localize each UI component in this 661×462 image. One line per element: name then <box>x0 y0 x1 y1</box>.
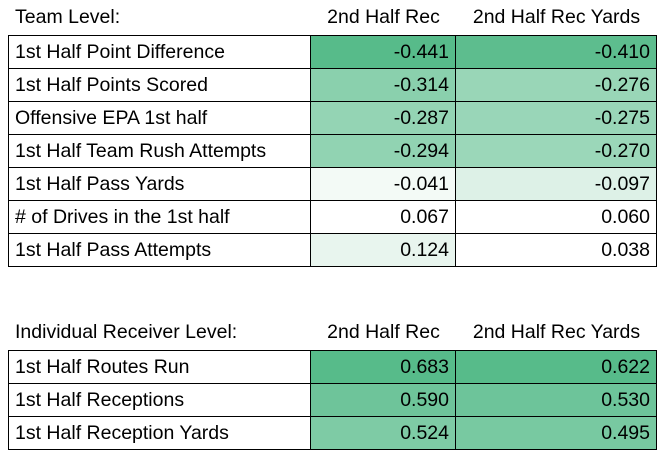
table-row: 1st Half Reception Yards 0.524 0.495 <box>8 416 657 450</box>
cell-2nd-half-rec: 0.124 <box>310 233 456 267</box>
row-label: 1st Half Routes Run <box>8 350 311 384</box>
team-level-table: 1st Half Point Difference -0.441 -0.410 1st… <box>8 35 657 267</box>
cell-2nd-half-rec: 0.524 <box>310 416 456 450</box>
cell-2nd-half-rec-yards: 0.038 <box>455 233 657 267</box>
cell-2nd-half-rec: 0.683 <box>310 350 456 384</box>
cell-2nd-half-rec: -0.294 <box>310 134 456 168</box>
row-label: 1st Half Receptions <box>8 383 311 417</box>
cell-2nd-half-rec: -0.441 <box>310 35 456 69</box>
cell-2nd-half-rec: -0.041 <box>310 167 456 201</box>
cell-2nd-half-rec: 0.590 <box>310 383 456 417</box>
table-row: 1st Half Team Rush Attempts -0.294 -0.270 <box>8 134 657 168</box>
col-2nd-half-rec-yards: 2nd Half Rec Yards <box>472 6 641 28</box>
row-label: 1st Half Pass Attempts <box>8 233 311 267</box>
receiver-level-table: 1st Half Routes Run 0.683 0.622 1st Half Re… <box>8 350 657 450</box>
team-level-header: Team Level: 2nd Half Rec 2nd Half Rec Ya… <box>0 0 661 35</box>
row-label: 1st Half Team Rush Attempts <box>8 134 311 168</box>
cell-2nd-half-rec-yards: 0.530 <box>455 383 657 417</box>
col-2nd-half-rec: 2nd Half Rec <box>327 6 440 28</box>
cell-2nd-half-rec: -0.287 <box>310 101 456 135</box>
receiver-level-header: Individual Receiver Level: 2nd Half Rec … <box>0 315 661 350</box>
cell-2nd-half-rec-yards: 0.060 <box>455 200 657 234</box>
table-row: 1st Half Routes Run 0.683 0.622 <box>8 350 657 384</box>
row-label: Offensive EPA 1st half <box>8 101 311 135</box>
col-2nd-half-rec: 2nd Half Rec <box>327 321 440 343</box>
row-label: 1st Half Points Scored <box>8 68 311 102</box>
table-row: 1st Half Receptions 0.590 0.530 <box>8 383 657 417</box>
table-row: 1st Half Point Difference -0.441 -0.410 <box>8 35 657 69</box>
team-level-title: Team Level: <box>15 6 121 28</box>
table-row: 1st Half Pass Yards -0.041 -0.097 <box>8 167 657 201</box>
cell-2nd-half-rec-yards: -0.275 <box>455 101 657 135</box>
table-row: 1st Half Pass Attempts 0.124 0.038 <box>8 233 657 267</box>
row-label: 1st Half Point Difference <box>8 35 311 69</box>
row-label: 1st Half Reception Yards <box>8 416 311 450</box>
col-2nd-half-rec-yards: 2nd Half Rec Yards <box>472 321 641 343</box>
table-row: Offensive EPA 1st half -0.287 -0.275 <box>8 101 657 135</box>
row-label: # of Drives in the 1st half <box>8 200 311 234</box>
table-row: 1st Half Points Scored -0.314 -0.276 <box>8 68 657 102</box>
receiver-level-title: Individual Receiver Level: <box>15 321 238 343</box>
cell-2nd-half-rec: 0.067 <box>310 200 456 234</box>
cell-2nd-half-rec-yards: -0.270 <box>455 134 657 168</box>
cell-2nd-half-rec-yards: 0.495 <box>455 416 657 450</box>
cell-2nd-half-rec: -0.314 <box>310 68 456 102</box>
cell-2nd-half-rec-yards: -0.097 <box>455 167 657 201</box>
cell-2nd-half-rec-yards: 0.622 <box>455 350 657 384</box>
cell-2nd-half-rec-yards: -0.276 <box>455 68 657 102</box>
cell-2nd-half-rec-yards: -0.410 <box>455 35 657 69</box>
row-label: 1st Half Pass Yards <box>8 167 311 201</box>
table-row: # of Drives in the 1st half 0.067 0.060 <box>8 200 657 234</box>
